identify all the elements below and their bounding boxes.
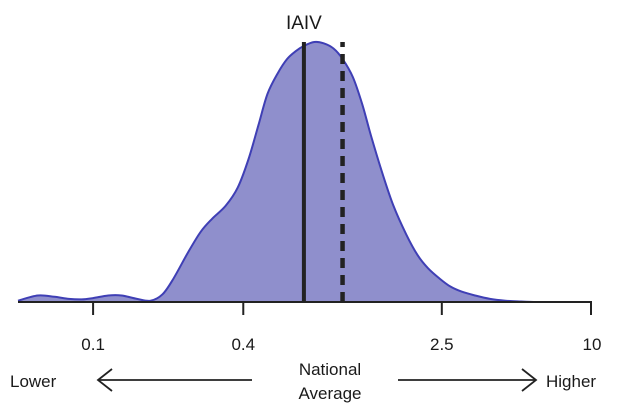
national-average-label-line1: National: [299, 360, 361, 379]
national-average-label-line2: Average: [298, 384, 361, 403]
right-arrow-icon: [398, 368, 538, 392]
x-tick-label: 10: [583, 335, 602, 354]
higher-label: Higher: [546, 372, 596, 391]
x-tick-label: 2.5: [430, 335, 454, 354]
x-axis: 0.1 0.4 2.5 10: [18, 301, 602, 354]
lower-label: Lower: [10, 372, 57, 391]
x-tick-label: 0.4: [231, 335, 255, 354]
comparison-scale: Lower National Average Higher: [10, 360, 596, 403]
left-arrow-icon: [96, 368, 252, 392]
marker-layer: [301, 42, 345, 302]
x-tick-label: 0.1: [81, 335, 105, 354]
iaiv-label: IAIV: [286, 13, 322, 34]
